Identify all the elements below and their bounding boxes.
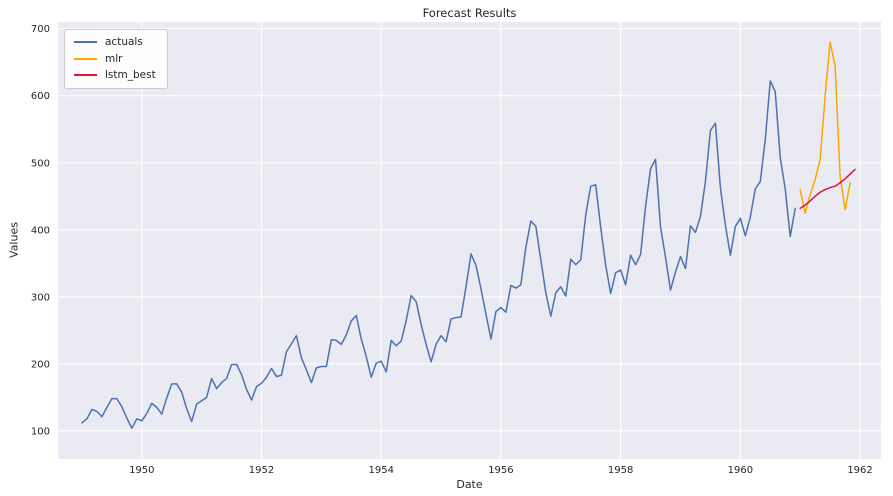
x-tick-label: 1958 — [608, 465, 633, 476]
legend-item-actuals: actuals — [74, 37, 156, 48]
x-tick-label: 1956 — [488, 465, 513, 476]
legend-label: actuals — [105, 36, 143, 48]
x-tick-label: 1960 — [728, 465, 753, 476]
y-tick-label: 500 — [31, 158, 50, 169]
legend-swatch-lstm_best — [74, 74, 97, 77]
x-tick-label: 1954 — [368, 465, 393, 476]
y-tick-label: 300 — [31, 292, 50, 303]
legend: actuals mlr lstm_best — [64, 29, 168, 89]
chart-title: Forecast Results — [422, 6, 517, 20]
legend-label: mlr — [105, 52, 123, 65]
y-tick-label: 600 — [31, 91, 50, 102]
x-axis-label: Date — [456, 478, 483, 491]
series-line-lstm_best — [799, 168, 856, 210]
x-tick-labels: 1950 1952 1954 1956 1958 1960 1962 — [129, 465, 873, 476]
y-tick-label: 100 — [31, 426, 50, 437]
y-tick-label: 400 — [31, 225, 50, 236]
series-line-actuals — [81, 80, 796, 429]
plot-background — [58, 22, 881, 459]
series-line-mlr — [799, 41, 851, 214]
series-lines — [81, 41, 856, 429]
legend-label: lstm_best — [105, 69, 156, 81]
y-tick-label: 700 — [31, 24, 50, 35]
legend-swatch-mlr — [74, 57, 97, 60]
y-axis-label: Values — [7, 222, 21, 258]
y-tick-label: 200 — [31, 359, 50, 370]
x-tick-label: 1952 — [249, 465, 274, 476]
legend-item-lstm_best: lstm_best — [74, 70, 156, 81]
legend-item-mlr: mlr — [74, 52, 156, 65]
legend-swatch-actuals — [74, 41, 97, 44]
x-tick-label: 1962 — [847, 465, 872, 476]
x-tick-label: 1950 — [129, 465, 154, 476]
y-tick-labels: 100 200 300 400 500 600 700 — [31, 24, 50, 437]
